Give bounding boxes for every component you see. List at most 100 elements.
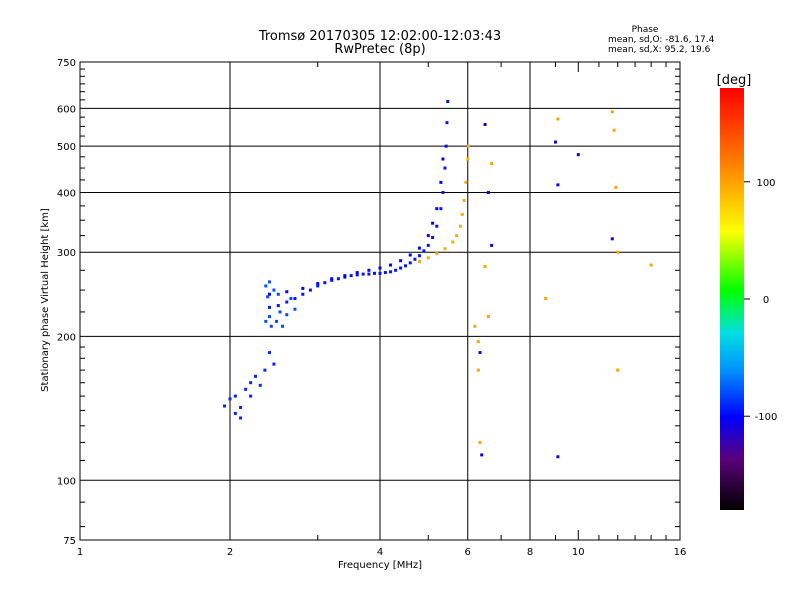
data-point [443, 247, 447, 251]
x-tick-label: 16 [674, 547, 687, 558]
data-point [223, 404, 227, 408]
data-point [361, 272, 365, 276]
data-point [373, 271, 377, 275]
data-point [483, 123, 487, 127]
data-point [490, 243, 494, 247]
data-point [349, 274, 353, 278]
data-point [378, 271, 382, 275]
data-point [249, 394, 253, 398]
data-point [316, 284, 320, 288]
data-point [486, 315, 490, 319]
y-tick-label: 100 [57, 476, 76, 487]
data-point [239, 405, 243, 409]
data-point [476, 340, 480, 344]
data-point [264, 284, 268, 288]
data-point [289, 297, 293, 301]
data-point [473, 324, 477, 328]
data-point [258, 383, 262, 387]
data-point [413, 257, 417, 261]
data-point [264, 319, 268, 323]
colorbar-label: [deg] [717, 73, 752, 88]
data-point [417, 259, 421, 263]
data-point [293, 307, 297, 311]
data-point [490, 161, 494, 165]
data-point [343, 274, 347, 278]
x-tick-label: 2 [227, 547, 233, 558]
data-point [330, 278, 334, 282]
data-point [249, 381, 253, 385]
data-point [343, 275, 347, 279]
y-tick-label: 75 [63, 536, 76, 547]
data-point [355, 273, 359, 277]
data-point [244, 387, 248, 391]
data-point [403, 264, 407, 268]
data-point [269, 324, 273, 328]
data-point [417, 254, 421, 258]
y-tick-label: 500 [57, 142, 76, 153]
data-point [278, 310, 282, 314]
data-point [441, 190, 445, 194]
data-point [408, 253, 412, 257]
data-point [426, 243, 430, 247]
stats-line-x: mean, sd,X: 95.2, 19.6 [608, 45, 711, 55]
data-point [267, 292, 271, 296]
data-point [451, 240, 455, 244]
data-point [464, 180, 468, 184]
data-point [478, 351, 482, 355]
data-point [267, 280, 271, 284]
data-point [458, 224, 462, 228]
data-point [301, 292, 305, 296]
x-axis-tick-labels: 1 2 4 6 8 10 16 [77, 547, 687, 558]
data-point [276, 304, 280, 308]
x-axis-label: Frequency [MHz] [338, 560, 422, 571]
data-point [399, 259, 403, 263]
data-point [445, 121, 449, 125]
data-point [553, 140, 557, 144]
colorbar-tick-label: 100 [756, 178, 775, 189]
data-point [293, 297, 297, 301]
chart-subtitle: RwPretec (8p) [334, 42, 425, 57]
data-point [426, 234, 430, 238]
scatter-points [223, 100, 653, 459]
data-point [233, 394, 237, 398]
data-point [336, 277, 340, 281]
x-tick-label: 4 [377, 547, 383, 558]
data-point [308, 288, 312, 292]
data-point [394, 268, 398, 272]
data-point [417, 246, 421, 250]
x-tick-label: 1 [77, 547, 83, 558]
colorbar-ticks: -100 0 100 [744, 178, 777, 423]
data-point [435, 207, 439, 211]
data-point [556, 183, 560, 187]
stats-line-o: mean, sd,O: -81.6, 17.4 [608, 35, 715, 45]
y-tick-label: 600 [57, 104, 76, 115]
data-point [544, 297, 548, 301]
minor-ticks [80, 62, 680, 540]
data-point [439, 180, 443, 184]
data-point [389, 263, 393, 267]
colorbar [720, 88, 744, 510]
colorbar-tick-label: -100 [755, 412, 778, 423]
y-tick-label: 200 [57, 332, 76, 343]
data-point [239, 416, 243, 420]
data-point [616, 368, 620, 372]
data-point [399, 266, 403, 270]
data-point [616, 250, 620, 254]
data-point [323, 281, 327, 285]
data-point [435, 252, 439, 256]
data-point [476, 368, 480, 372]
data-point [614, 185, 618, 189]
data-point [228, 397, 232, 401]
chart-title: Tromsø 20170305 12:02:00-12:03:43 [258, 29, 501, 44]
data-point [486, 190, 490, 194]
data-point [253, 374, 257, 378]
data-point [462, 198, 466, 202]
data-point [275, 319, 279, 323]
data-point [649, 263, 653, 267]
data-point [408, 261, 412, 265]
data-point [367, 268, 371, 272]
data-point [267, 351, 271, 355]
data-point [478, 440, 482, 444]
data-point [466, 157, 470, 161]
